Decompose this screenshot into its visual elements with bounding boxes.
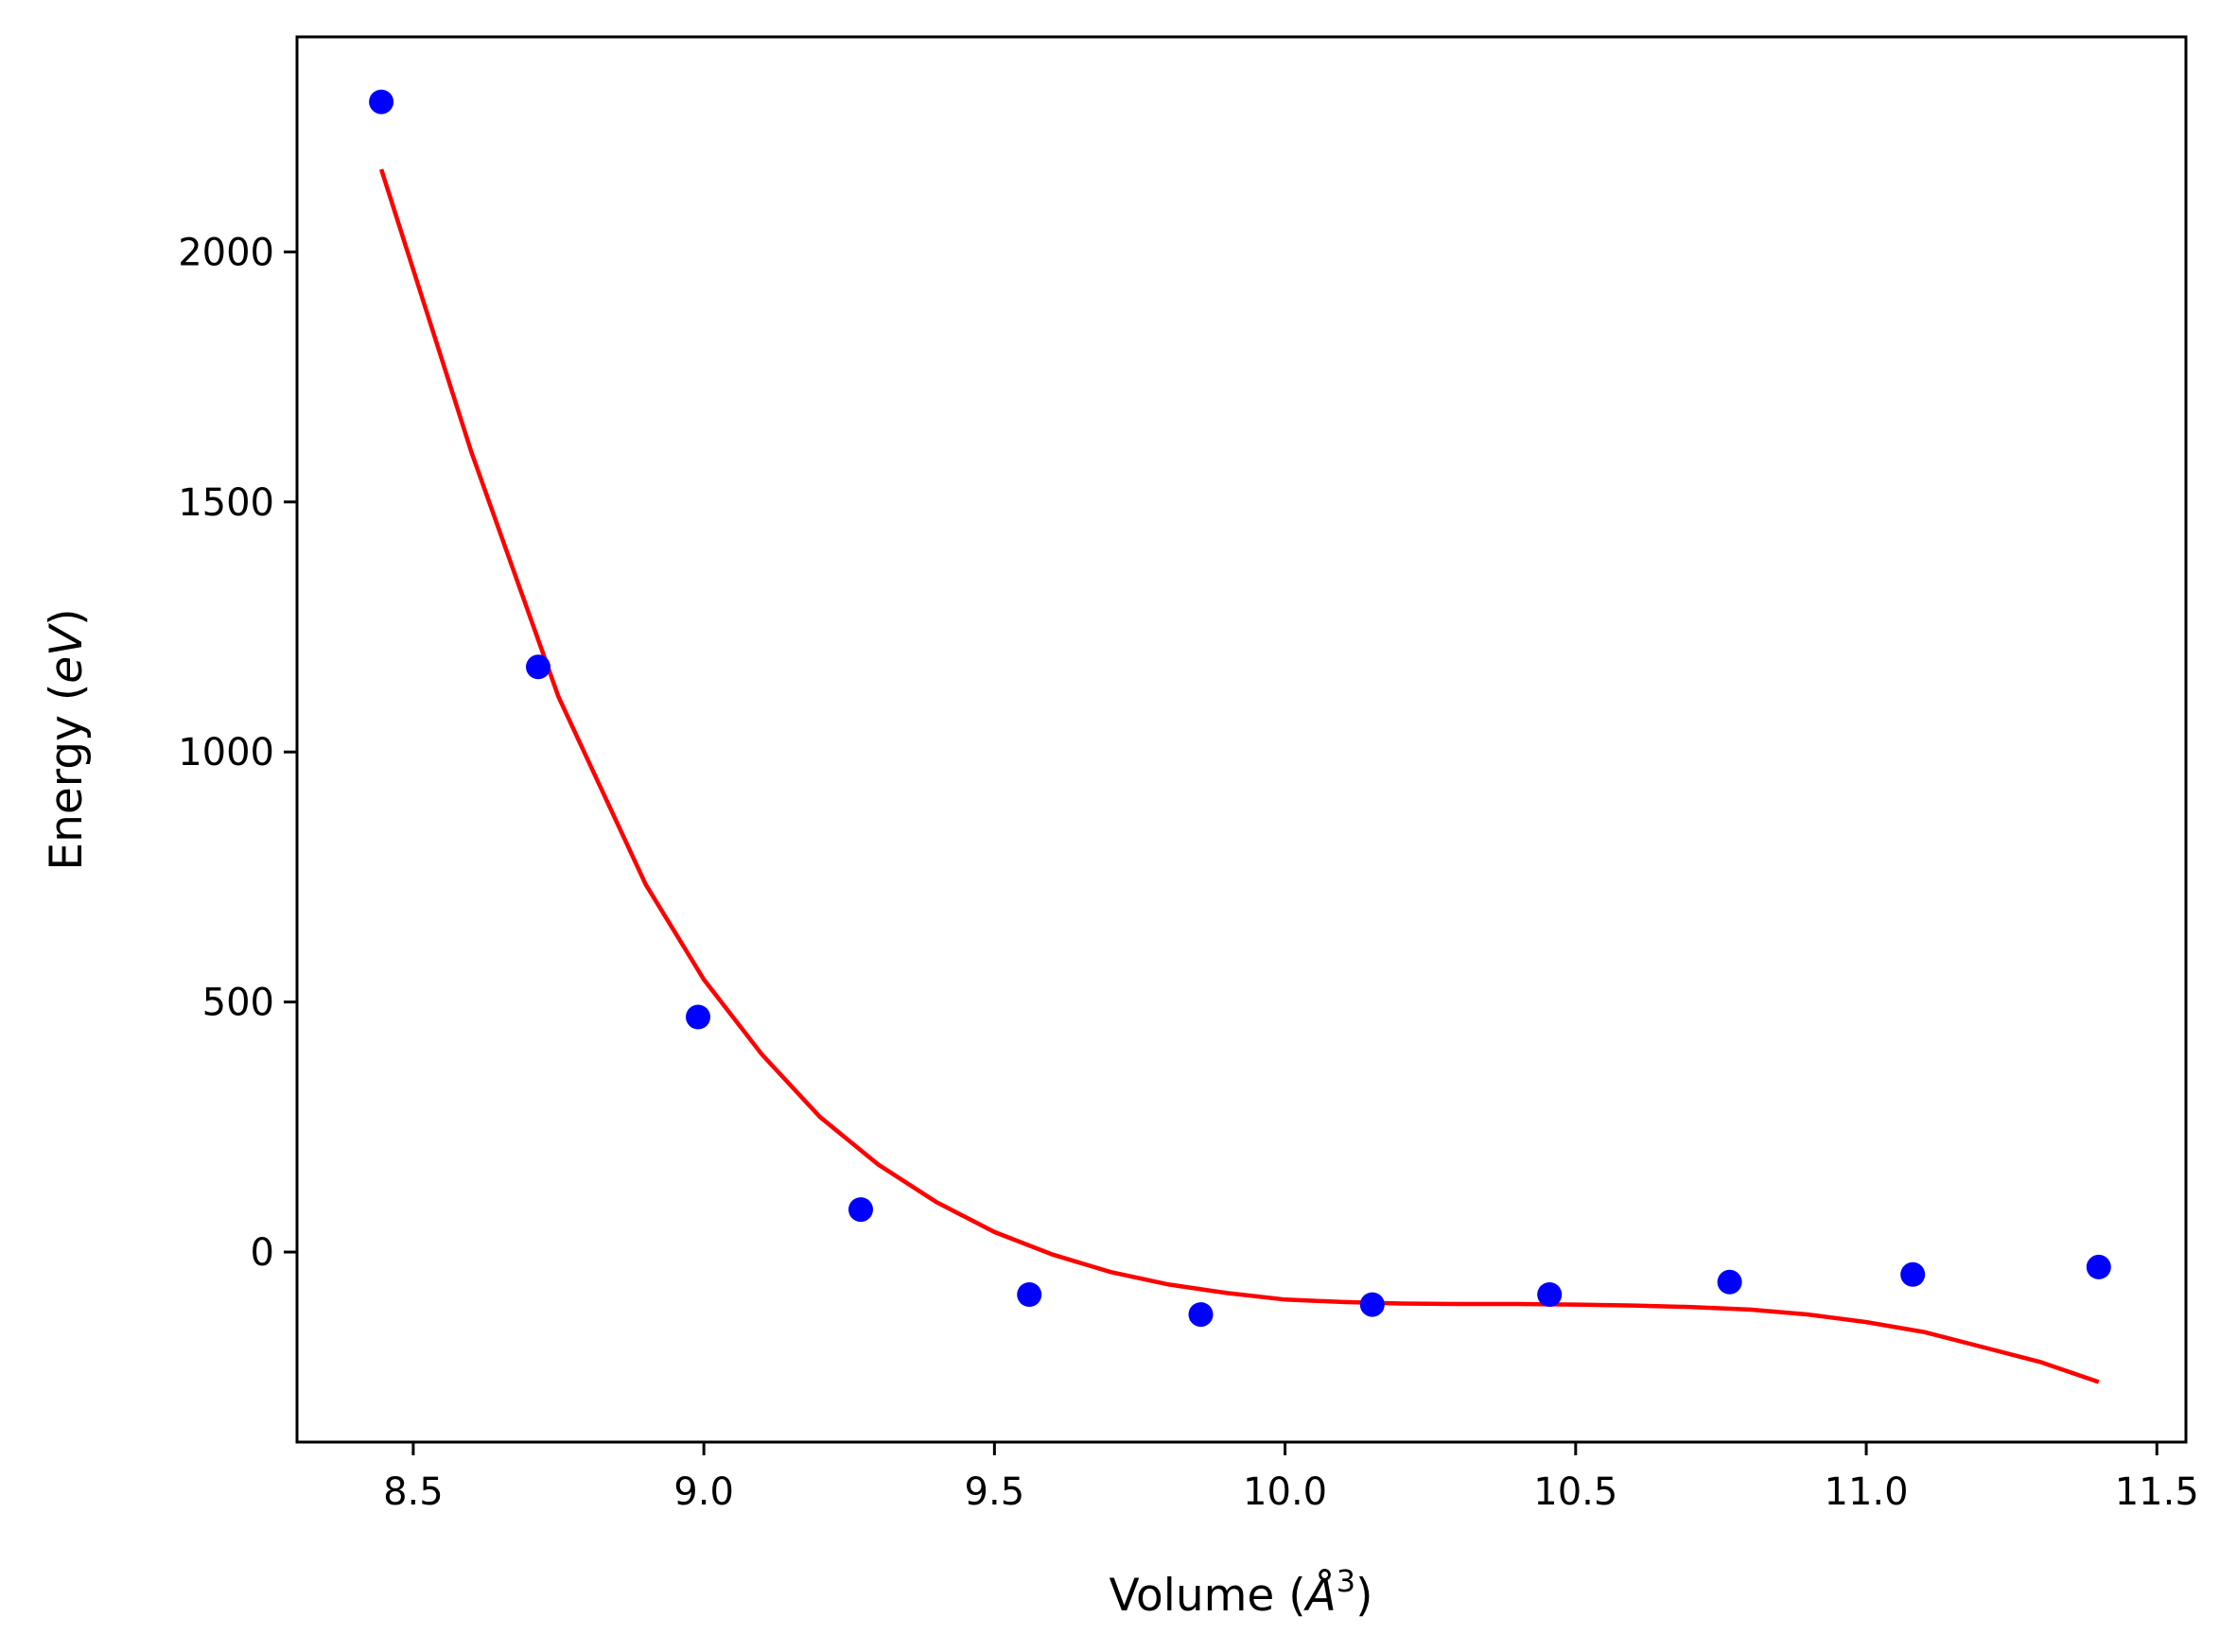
y-tick-label: 500 — [202, 982, 274, 1025]
x-axis-label: Volume (Å3) — [1110, 1563, 1373, 1622]
data-point — [1900, 1261, 1926, 1287]
fit-curve — [378, 168, 2100, 1384]
x-axis-label-unit: Å — [1303, 1570, 1337, 1622]
y-axis-label-before: Energy ( — [41, 684, 93, 871]
data-point — [1717, 1269, 1742, 1295]
data-point — [1188, 1302, 1214, 1328]
data-point — [686, 1004, 710, 1030]
data-points-layer — [369, 89, 2111, 1328]
plot-area — [297, 37, 2186, 1442]
x-tick-label: 9.5 — [965, 1470, 1025, 1514]
x-tick-label: 11.0 — [1825, 1470, 1909, 1514]
x-axis-label-after: ) — [1355, 1570, 1372, 1622]
y-tick-label: 1500 — [178, 481, 274, 525]
data-point — [1359, 1292, 1385, 1317]
data-point — [848, 1197, 873, 1223]
y-axis-label-after: ) — [41, 608, 93, 625]
y-axis-label: Energy (eV) — [41, 608, 93, 870]
x-tick-label: 8.5 — [383, 1470, 444, 1514]
fit-curve-layer — [378, 168, 2100, 1384]
y-tick-label: 1000 — [178, 731, 274, 774]
y-ticks: 0 500 1000 1500 2000 — [178, 231, 297, 1275]
x-tick-label: 10.0 — [1243, 1470, 1327, 1514]
x-ticks: 8.5 9.0 9.5 10.0 10.5 11.0 11.5 — [383, 1442, 2199, 1514]
y-axis-label-unit: eV — [41, 623, 93, 684]
data-point — [369, 89, 394, 114]
x-tick-label: 9.0 — [673, 1470, 734, 1514]
y-tick-label: 0 — [251, 1231, 274, 1275]
data-point — [2086, 1254, 2111, 1279]
x-axis-label-exponent: 3 — [1337, 1563, 1355, 1599]
data-point — [1017, 1282, 1042, 1307]
x-axis-label-before: Volume ( — [1110, 1570, 1306, 1622]
data-point — [526, 654, 551, 680]
plot-frame — [295, 35, 2188, 1444]
y-tick-label: 2000 — [178, 231, 274, 274]
data-point — [1537, 1282, 1563, 1307]
x-tick-label: 10.5 — [1533, 1470, 1617, 1514]
x-tick-label: 11.5 — [2115, 1470, 2199, 1514]
